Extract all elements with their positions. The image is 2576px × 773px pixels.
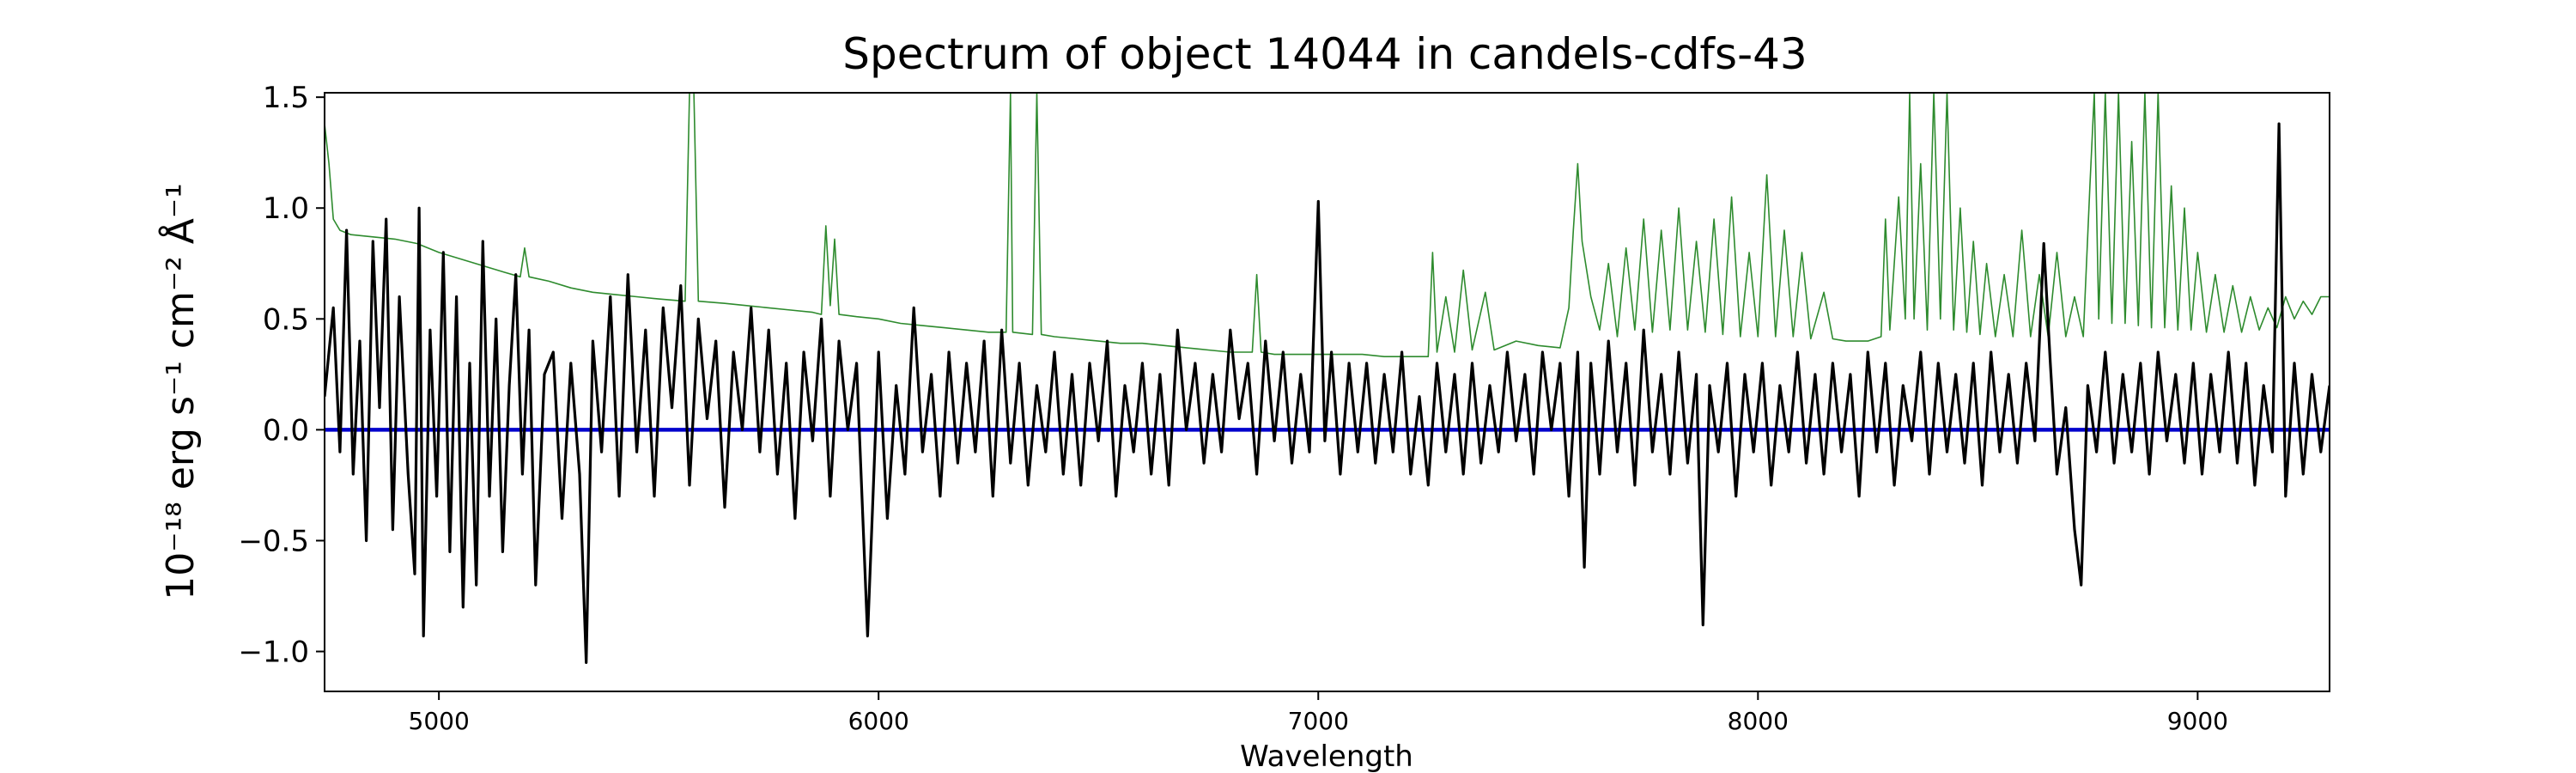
y-tick-label: 0.0	[263, 413, 309, 447]
y-axis-label: 10⁻¹⁸ erg s⁻¹ cm⁻² Å⁻¹	[157, 183, 203, 600]
x-axis: 5000 6000 7000 8000 9000	[409, 691, 2228, 735]
x-tick-label: 7000	[1288, 707, 1349, 735]
flux-series-line	[325, 122, 2330, 664]
y-tick-label: 1.5	[263, 81, 309, 115]
x-tick-label: 5000	[409, 707, 470, 735]
series-layer	[325, 93, 2330, 664]
y-axis: 1.5 1.0 0.5 0.0 −0.5 −1.0	[238, 81, 325, 670]
x-tick-label: 8000	[1728, 707, 1789, 735]
error-series-line	[325, 93, 2330, 357]
y-tick-label: −1.0	[238, 636, 309, 670]
y-tick-label: 1.0	[263, 192, 309, 226]
x-axis-label: Wavelength	[1240, 740, 1413, 773]
chart-title: Spectrum of object 14044 in candels-cdfs…	[842, 29, 1807, 79]
y-tick-label: 0.5	[263, 302, 309, 337]
plot-frame	[324, 92, 2330, 692]
y-tick-label: −0.5	[238, 524, 309, 558]
x-tick-label: 6000	[848, 707, 909, 735]
x-tick-label: 9000	[2167, 707, 2228, 735]
